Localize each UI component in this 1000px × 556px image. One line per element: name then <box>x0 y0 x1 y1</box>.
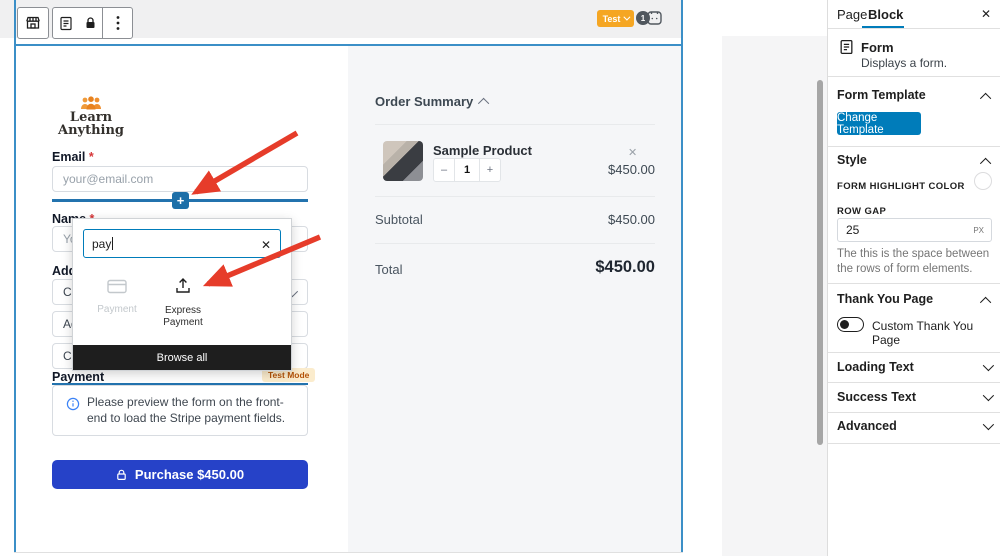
block-inserter-plus-button[interactable]: + <box>172 192 189 209</box>
custom-thank-you-toggle[interactable] <box>837 317 864 332</box>
product-thumbnail <box>383 141 423 181</box>
address-label: Add <box>52 264 77 278</box>
lock-button[interactable] <box>78 8 102 38</box>
block-description: Displays a form. <box>861 56 948 70</box>
row-gap-unit: PX <box>973 225 984 235</box>
purchase-button[interactable]: Purchase $450.00 <box>52 460 308 489</box>
panel-advanced[interactable]: Advanced <box>837 419 897 433</box>
cart-count-badge: 1 <box>636 11 650 25</box>
search-value: pay <box>92 236 112 251</box>
clear-search-icon[interactable]: ✕ <box>260 238 271 252</box>
total-value: $450.00 <box>595 258 655 276</box>
options-button[interactable] <box>103 8 132 38</box>
lock-icon <box>84 16 97 30</box>
subtotal-label: Subtotal <box>375 212 423 227</box>
panel-thank-you[interactable]: Thank You Page <box>837 292 934 306</box>
qty-value: 1 <box>454 159 480 181</box>
block-name: Form <box>861 40 894 55</box>
chevron-down-icon <box>982 418 995 431</box>
canvas-border-left <box>14 0 16 553</box>
chevron-up-icon <box>979 157 992 170</box>
text-caret <box>112 237 114 250</box>
chevron-down-icon <box>982 359 995 372</box>
divider <box>375 243 655 244</box>
kebab-menu-icon <box>116 15 120 31</box>
row-gap-label: ROW GAP <box>837 206 887 217</box>
payment-notice: Please preview the form on the front-end… <box>52 385 308 436</box>
email-field[interactable]: your@email.com <box>52 166 308 192</box>
divider <box>375 124 655 125</box>
email-label: Email * <box>52 150 94 164</box>
toggle-label: Custom Thank You Page <box>872 319 974 347</box>
panel-form-template[interactable]: Form Template <box>837 88 926 102</box>
chevron-down-icon <box>623 13 631 21</box>
test-mode-badge: Test Mode <box>262 368 316 382</box>
qty-plus-button[interactable]: + <box>486 164 494 176</box>
canvas-bottom-border <box>14 552 683 553</box>
close-sidebar-icon[interactable]: ✕ <box>981 7 992 21</box>
purchase-button-label: Purchase $450.00 <box>134 467 245 482</box>
highlight-color-label: FORM HIGHLIGHT COLOR <box>837 181 965 192</box>
order-summary-panel-bg <box>348 46 681 552</box>
chevron-up-icon <box>979 296 992 309</box>
test-mode-label: Test <box>602 13 621 24</box>
tab-block[interactable]: Block <box>868 7 904 22</box>
change-template-button[interactable]: Change Template <box>837 112 921 136</box>
store-logo: Learn Anything <box>57 110 125 138</box>
payment-label: Payment <box>52 370 105 384</box>
selected-block-indicator <box>52 383 308 385</box>
payment-notice-text: Please preview the form on the front-end… <box>87 395 286 425</box>
editor-background <box>722 36 827 556</box>
product-name: Sample Product <box>433 143 532 158</box>
chevron-up-icon <box>478 97 490 109</box>
tab-page[interactable]: Page <box>837 7 868 22</box>
total-label: Total <box>375 262 403 277</box>
panel-success-text[interactable]: Success Text <box>837 390 916 404</box>
row-gap-help: The this is the space between the rows o… <box>837 248 990 275</box>
settings-sidebar: Page Block ✕ Form Displays a form. Form … <box>827 0 1000 556</box>
block-toolbar <box>52 7 133 39</box>
canvas-border-top <box>14 44 683 46</box>
canvas-border-right <box>681 0 683 553</box>
toggle-knob <box>840 319 849 329</box>
scrollbar[interactable] <box>817 80 823 445</box>
toolbar-separator <box>102 8 103 38</box>
info-icon <box>66 397 80 411</box>
active-tab-underline <box>862 26 904 29</box>
qty-minus-button[interactable]: – <box>440 164 448 176</box>
block-result-payment: Payment <box>87 279 147 316</box>
row-gap-input[interactable]: 25 PX <box>837 218 992 242</box>
form-icon <box>59 16 73 31</box>
express-payment-icon <box>174 277 192 295</box>
line-item-price: $450.00 <box>608 162 655 177</box>
panel-style[interactable]: Style <box>837 153 867 167</box>
block-search-input[interactable]: pay ✕ <box>83 229 281 258</box>
block-result-express-payment[interactable]: Express Payment <box>150 277 216 329</box>
chevron-up-icon <box>979 92 992 105</box>
storefront-icon <box>25 15 41 31</box>
test-mode-dropdown[interactable]: Test <box>597 10 634 27</box>
color-swatch[interactable] <box>974 172 992 190</box>
form-block-icon <box>839 39 854 55</box>
chevron-down-icon <box>982 389 995 402</box>
remove-item-icon[interactable]: ✕ <box>628 147 638 159</box>
divider <box>375 196 655 197</box>
panel-loading-text[interactable]: Loading Text <box>837 360 914 374</box>
padlock-icon <box>116 469 127 481</box>
block-inserter-popup: pay ✕ Payment Express Payment Browse all <box>72 218 292 371</box>
credit-card-icon <box>107 279 127 294</box>
form-block-button[interactable] <box>53 8 78 38</box>
browse-all-button[interactable]: Browse all <box>73 345 291 370</box>
order-summary-header[interactable]: Order Summary <box>375 94 490 109</box>
subtotal-value: $450.00 <box>608 212 655 227</box>
store-button[interactable] <box>17 7 49 39</box>
quantity-stepper: – 1 + <box>433 158 501 182</box>
logo-people-icon <box>79 96 103 111</box>
